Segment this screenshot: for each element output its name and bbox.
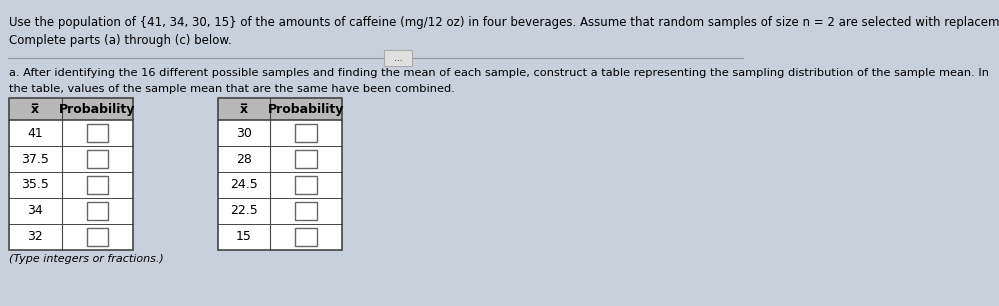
Text: (Type integers or fractions.): (Type integers or fractions.) <box>9 254 164 264</box>
Bar <box>87 176 108 194</box>
Bar <box>218 98 342 120</box>
Text: 22.5: 22.5 <box>230 204 258 218</box>
Text: Use the population of {41, 34, 30, 15} of the amounts of caffeine (mg/12 oz) in : Use the population of {41, 34, 30, 15} o… <box>9 16 999 29</box>
Text: 41: 41 <box>27 126 43 140</box>
Text: 35.5: 35.5 <box>21 178 49 192</box>
Bar <box>87 150 108 168</box>
Text: x̅: x̅ <box>31 103 39 115</box>
Bar <box>87 202 108 220</box>
Bar <box>296 150 317 168</box>
Text: 37.5: 37.5 <box>21 152 49 166</box>
Bar <box>296 176 317 194</box>
Text: the table, values of the sample mean that are the same have been combined.: the table, values of the sample mean tha… <box>9 84 455 94</box>
Text: 34: 34 <box>27 204 43 218</box>
Text: Probability: Probability <box>268 103 345 115</box>
Text: ...: ... <box>394 54 403 62</box>
Text: Probability: Probability <box>59 103 136 115</box>
Text: Complete parts (a) through (c) below.: Complete parts (a) through (c) below. <box>9 34 232 47</box>
Text: 30: 30 <box>236 126 252 140</box>
Text: 15: 15 <box>236 230 252 244</box>
Text: x̅: x̅ <box>240 103 248 115</box>
Bar <box>385 50 412 66</box>
Bar <box>296 228 317 246</box>
Bar <box>9 98 133 120</box>
Bar <box>9 98 133 250</box>
Bar <box>218 98 342 250</box>
Bar <box>87 124 108 142</box>
Bar <box>296 202 317 220</box>
Bar <box>87 228 108 246</box>
Text: 28: 28 <box>236 152 252 166</box>
Text: a. After identifying the 16 different possible samples and finding the mean of e: a. After identifying the 16 different po… <box>9 68 989 78</box>
Bar <box>9 98 133 250</box>
Bar <box>296 124 317 142</box>
Bar <box>218 98 342 250</box>
Text: 32: 32 <box>27 230 43 244</box>
Text: 24.5: 24.5 <box>230 178 258 192</box>
